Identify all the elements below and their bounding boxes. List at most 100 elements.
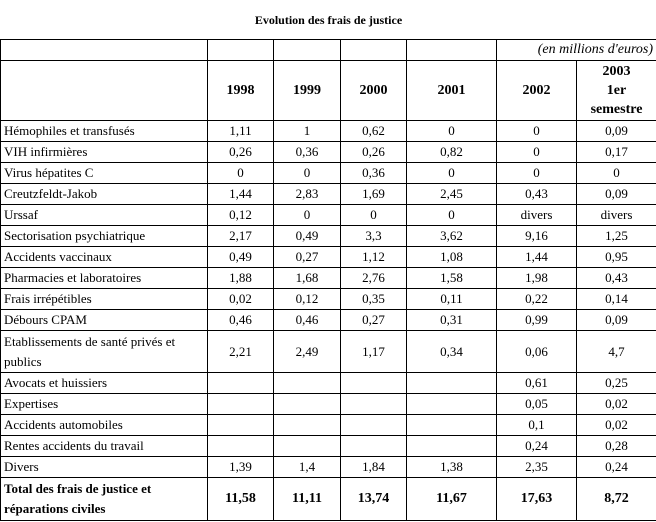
data-row: Accidents automobiles 0,1 0,02 [0,414,656,436]
value-cell: 0 [406,162,497,184]
value-cell: 1,25 [576,225,656,247]
row-label: Pharmacies et laboratoires [0,267,208,289]
value-cell: 0,36 [340,162,407,184]
cell [340,39,407,61]
value-cell: 3,62 [406,225,497,247]
column-header: 1998 [207,60,274,121]
value-cell: 0,36 [273,141,341,163]
header-row: 1998 1999 2000 2001 2002 2003 1er semestre [0,60,656,121]
row-label: Total des frais de justice et réparation… [0,477,208,521]
value-cell [207,393,274,415]
units-row: (en millions d'euros) [0,39,656,61]
value-cell: 0 [496,120,577,142]
total-row: Total des frais de justice et réparation… [0,477,656,521]
value-cell: 0,62 [340,120,407,142]
value-cell: 1,38 [406,456,497,478]
value-cell: divers [496,204,577,226]
data-row: Divers 1,39 1,4 1,84 1,38 2,35 0,24 [0,456,656,478]
data-row: Rentes accidents du travail 0,24 0,28 [0,435,656,457]
value-cell: 0,25 [576,372,656,394]
value-cell: 2,17 [207,225,274,247]
value-cell [207,414,274,436]
value-cell: 2,35 [496,456,577,478]
value-cell: 2,49 [273,330,341,373]
value-cell: 0,43 [576,267,656,289]
row-label: Creutzfeldt-Jakob [0,183,208,205]
value-cell: 2,76 [340,267,407,289]
value-cell: 0,14 [576,288,656,310]
row-label: Avocats et huissiers [0,372,208,394]
value-cell: 0 [576,162,656,184]
value-cell [207,435,274,457]
column-header: 1999 [273,60,341,121]
value-cell: 0,02 [576,393,656,415]
value-cell: 0,24 [576,456,656,478]
title: Evolution des frais de justice [0,0,656,40]
cell [0,60,208,121]
value-cell: 0,09 [576,120,656,142]
data-row: Sectorisation psychiatrique 2,17 0,49 3,3 3,… [0,225,656,247]
cell [0,39,208,61]
value-cell: 0,09 [576,183,656,205]
data-row: Débours CPAM 0,46 0,46 0,27 0,31 0,99 0,09 [0,309,656,331]
value-cell: 0,05 [496,393,577,415]
column-header: 2001 [406,60,497,121]
value-cell: 0,34 [406,330,497,373]
value-cell: 1,11 [207,120,274,142]
total-cell: 11,11 [273,477,341,521]
column-header: 2002 [496,60,577,121]
value-cell: 0,46 [207,309,274,331]
row-label: Accidents vaccinaux [0,246,208,268]
value-cell: 2,83 [273,183,341,205]
data-row: Frais irrépétibles 0,02 0,12 0,35 0,11 0,22 0,… [0,288,656,310]
data-row: Creutzfeldt-Jakob 1,44 2,83 1,69 2,45 0,43 0,0… [0,183,656,205]
value-cell: 0,49 [207,246,274,268]
value-cell: 0,27 [273,246,341,268]
value-cell: 9,16 [496,225,577,247]
row-label: Urssaf [0,204,208,226]
value-cell: divers [576,204,656,226]
row-label: VIH infirmières [0,141,208,163]
value-cell: 0,82 [406,141,497,163]
value-cell: 1,58 [406,267,497,289]
value-cell: 0,1 [496,414,577,436]
value-cell: 0,11 [406,288,497,310]
value-cell [406,414,497,436]
value-cell [207,372,274,394]
total-cell: 8,72 [576,477,656,521]
value-cell: 0,17 [576,141,656,163]
data-row: Expertises 0,05 0,02 [0,393,656,415]
value-cell: 0 [496,141,577,163]
column-header: 2003 1er semestre [576,60,656,121]
value-cell: 0,61 [496,372,577,394]
value-cell: 0,02 [207,288,274,310]
row-label: Virus hépatites C [0,162,208,184]
value-cell: 1,68 [273,267,341,289]
value-cell: 0,12 [273,288,341,310]
title-row: Evolution des frais de justice [0,0,656,40]
value-cell [273,435,341,457]
total-cell: 13,74 [340,477,407,521]
row-label: Débours CPAM [0,309,208,331]
total-cell: 11,58 [207,477,274,521]
data-row: VIH infirmières 0,26 0,36 0,26 0,82 0 0,17 [0,141,656,163]
data-row: Hémophiles et transfusés 1,11 1 0,62 0 0 0,09 [0,120,656,142]
data-row: Urssaf 0,12 0 0 0 divers divers [0,204,656,226]
value-cell: 1,39 [207,456,274,478]
unit-note: (en millions d'euros) [496,39,656,61]
data-row: Avocats et huissiers 0,61 0,25 [0,372,656,394]
value-cell: 0,06 [496,330,577,373]
value-cell [273,414,341,436]
value-cell: 0 [273,162,341,184]
value-cell [340,414,407,436]
row-label: Rentes accidents du travail [0,435,208,457]
value-cell: 0 [340,204,407,226]
row-label: Sectorisation psychiatrique [0,225,208,247]
value-cell: 3,3 [340,225,407,247]
data-row: Virus hépatites C 0 0 0,36 0 0 0 [0,162,656,184]
value-cell [340,393,407,415]
value-cell: 1,69 [340,183,407,205]
value-cell: 4,7 [576,330,656,373]
